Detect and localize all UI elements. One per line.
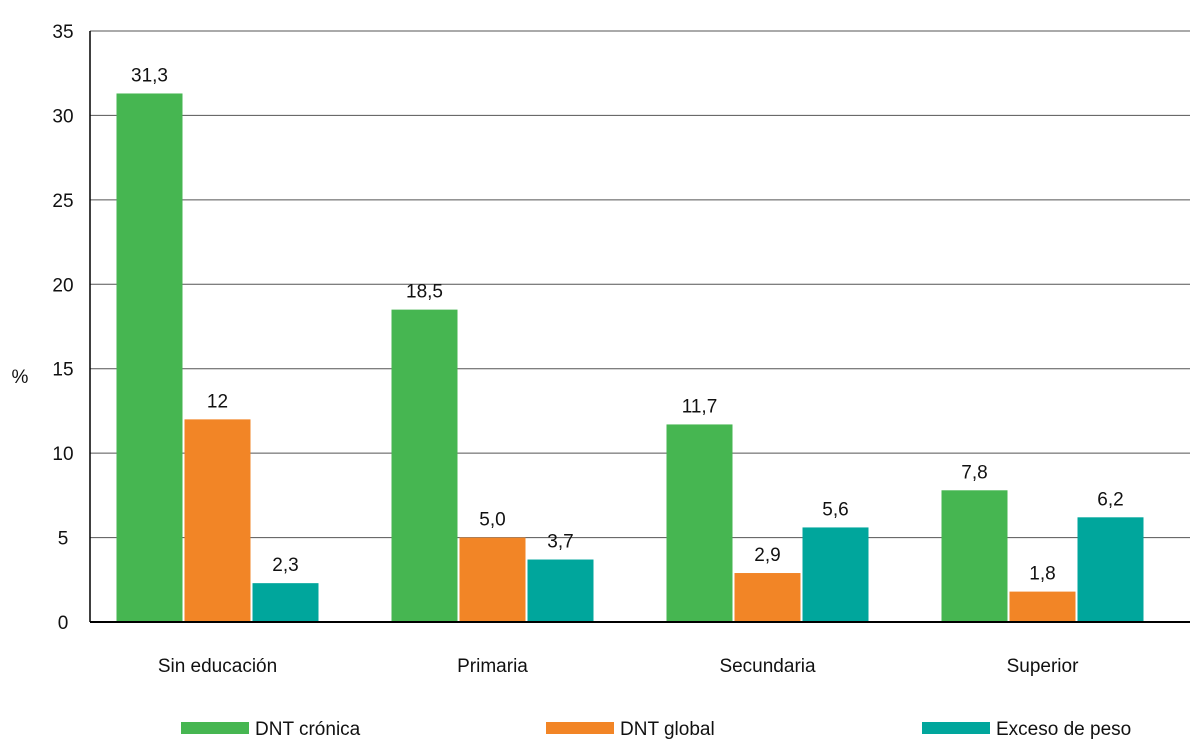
- data-label: 5,6: [822, 499, 848, 520]
- y-tick-label: 5: [58, 529, 69, 550]
- y-tick-label: 10: [52, 444, 73, 465]
- legend: DNT crónica DNT global Exceso de peso: [181, 719, 1131, 739]
- legend-swatch: [546, 722, 614, 734]
- bar: [527, 559, 594, 622]
- x-category-label: Secundaria: [719, 656, 816, 677]
- data-label: 12: [207, 391, 228, 412]
- x-category-label: Superior: [1007, 656, 1079, 677]
- y-axis-label: %: [12, 367, 29, 388]
- data-label: 31,3: [131, 65, 168, 86]
- bar: [459, 537, 526, 622]
- data-label: 18,5: [406, 282, 443, 303]
- y-tick-label: 15: [52, 360, 73, 381]
- data-label: 5,0: [479, 510, 505, 531]
- bar: [1077, 517, 1144, 622]
- bar: [391, 309, 458, 622]
- data-label: 1,8: [1029, 564, 1055, 585]
- x-category-label: Sin educación: [158, 656, 277, 677]
- bar: [1009, 591, 1076, 622]
- x-category-label: Primaria: [457, 656, 528, 677]
- bar: [734, 573, 801, 622]
- bar: [116, 93, 183, 622]
- y-tick-label: 30: [52, 106, 73, 127]
- gridlines: [90, 30, 1190, 539]
- bar: [252, 583, 319, 622]
- data-label: 7,8: [961, 462, 987, 483]
- data-label: 11,7: [682, 396, 718, 417]
- y-tick-label: 35: [52, 22, 73, 43]
- data-label: 6,2: [1097, 489, 1123, 510]
- legend-label: DNT crónica: [255, 719, 361, 739]
- bar: [666, 424, 733, 622]
- legend-label: Exceso de peso: [996, 719, 1131, 739]
- data-label: 2,9: [754, 545, 780, 566]
- legend-swatch: [922, 722, 990, 734]
- bar: [184, 419, 251, 622]
- data-labels: 31,3 12 2,3 18,5 5,0 3,7 11,7 2,9 5,6 7,8 1,8 6,2: [131, 65, 1124, 584]
- legend-swatch: [181, 722, 249, 734]
- y-tick-label: 25: [52, 191, 73, 212]
- y-tick-label: 0: [58, 613, 69, 634]
- bar: [941, 490, 1008, 622]
- y-tick-label: 20: [52, 275, 73, 296]
- bar: [802, 527, 869, 622]
- axes: [89, 31, 1190, 623]
- legend-label: DNT global: [620, 719, 715, 739]
- data-label: 3,7: [547, 532, 573, 553]
- category-labels: Sin educación Primaria Secundaria Superior: [158, 656, 1079, 677]
- data-label: 2,3: [272, 555, 298, 576]
- bars: [116, 93, 1144, 622]
- y-tick-labels: 0 5 10 15 20 25 30 35: [52, 22, 73, 634]
